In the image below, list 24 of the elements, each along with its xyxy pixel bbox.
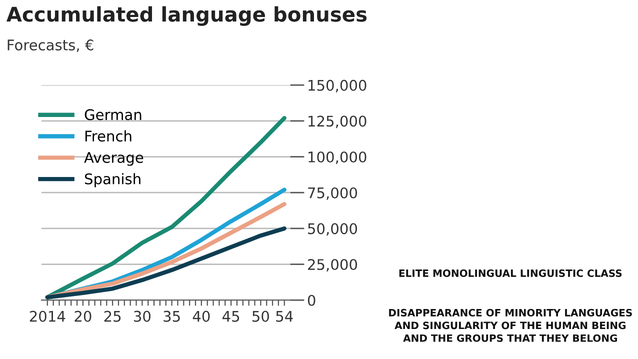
chart-title: Accumulated language bonuses: [6, 6, 367, 26]
legend-label: French: [85, 130, 132, 142]
x-tick-label: 20: [74, 310, 92, 322]
x-tick-label: 45: [222, 310, 240, 322]
x-tick-label: 50: [252, 310, 269, 322]
x-tick-label: 35: [164, 310, 180, 322]
x-tick-label: 40: [192, 310, 210, 322]
text: DISAPPEARANCE OF MINORITY LANGUAGES AND SINGULARITY OF THE HUMAN BEING AND THE GROUPS THAT THEY BELONG: [389, 308, 632, 342]
legend-label: Spanish: [84, 173, 140, 188]
y-tick-label: 50,000: [308, 223, 358, 236]
chart-subtitle: Forecasts, €: [8, 39, 94, 52]
y-tick-label: 125,000: [308, 116, 366, 128]
legend-label: German: [84, 109, 142, 120]
y-tick-label: 25,000: [308, 259, 358, 272]
x-tick-label: 54: [276, 310, 293, 322]
x-tick-label: 25: [104, 310, 121, 322]
text: ELITE MONOLINGUAL LINGUISTIC CLASS: [399, 269, 622, 277]
legend-label: Average: [84, 152, 144, 166]
y-tick-label: 0: [308, 294, 316, 306]
y-tick-label: 100,000: [308, 151, 366, 164]
y-tick-label: 150,000: [308, 80, 366, 92]
x-tick-label: 30: [134, 310, 150, 322]
y-tick-label: 75,000: [308, 187, 358, 200]
x-tick-label: 2014: [30, 310, 66, 322]
